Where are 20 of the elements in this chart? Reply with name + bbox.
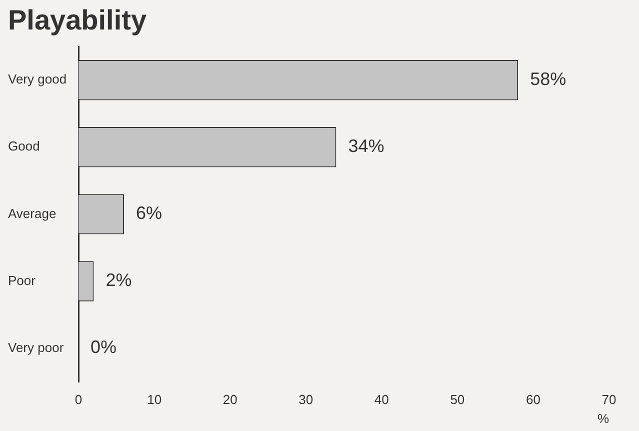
chart-title: Playability [8, 4, 147, 36]
y-tick-label: Average [8, 206, 56, 221]
x-tick-label: 0 [74, 392, 82, 408]
data-label: 6% [136, 203, 162, 224]
x-tick-label: 10 [147, 392, 162, 408]
data-label: 58% [530, 69, 566, 90]
x-tick-label: 50 [450, 392, 465, 408]
y-tick-label: Poor [8, 272, 36, 288]
x-tick-label: 30 [298, 392, 314, 408]
y-tick-label: Very good [8, 72, 67, 87]
data-label: 2% [106, 270, 132, 290]
x-tick-label: 20 [222, 392, 238, 408]
x-tick-label: 70 [602, 392, 616, 408]
x-axis-title: % [597, 410, 610, 426]
x-tick-label: 40 [374, 392, 389, 408]
data-label: 34% [348, 136, 384, 156]
y-tick-label: Very poor [8, 340, 64, 355]
data-label: 0% [90, 337, 117, 358]
x-tick-label: 60 [526, 392, 540, 408]
y-tick-label: Good [8, 138, 40, 154]
